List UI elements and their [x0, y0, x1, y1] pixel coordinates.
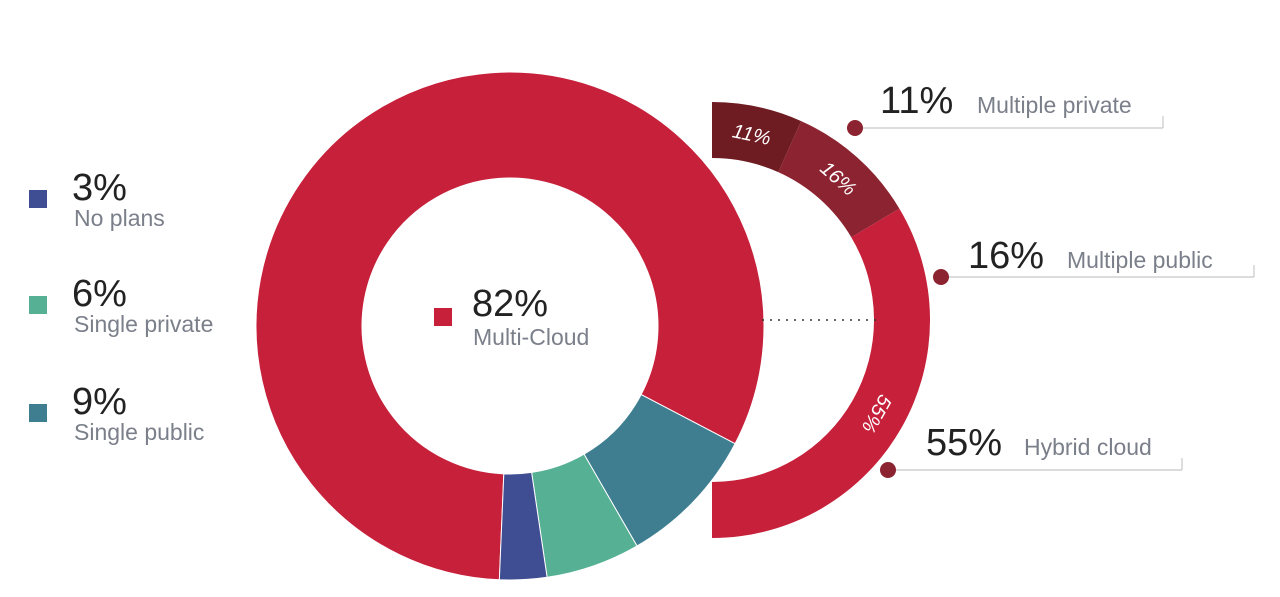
ring-segment-hybrid-cloud	[712, 208, 931, 538]
ring-segment-multiple-private	[712, 101, 802, 173]
legend-swatch-no-plans	[29, 190, 47, 208]
legend-label-single-private: Single private	[74, 311, 213, 337]
donut-slice-multi-cloud	[255, 71, 765, 581]
legend-swatch-single-private	[29, 296, 47, 314]
callout-value-multiple-public: 16%	[968, 235, 1044, 277]
donut-slice-no-plans	[498, 471, 548, 581]
callout-dot-multiple-public	[933, 269, 949, 285]
callout-label-multiple-private: Multiple private	[977, 92, 1132, 118]
callout-dot-hybrid-cloud	[880, 462, 896, 478]
callout-label-multiple-public: Multiple public	[1067, 247, 1213, 273]
callout-value-hybrid-cloud: 55%	[926, 422, 1002, 464]
center-label-multi-cloud: Multi-Cloud	[473, 324, 589, 350]
legend-label-no-plans: No plans	[74, 205, 165, 231]
center-value-multi-cloud: 82%	[472, 283, 548, 325]
legend-value-no-plans: 3%	[72, 167, 127, 209]
legend-value-single-public: 9%	[72, 381, 127, 423]
callout-dot-multiple-private	[847, 120, 863, 136]
donut-chart	[255, 71, 765, 581]
ring-segment-multiple-public	[778, 121, 900, 238]
callout-label-hybrid-cloud: Hybrid cloud	[1024, 434, 1152, 460]
legend-value-single-private: 6%	[72, 273, 127, 315]
legend-label-single-public: Single public	[74, 419, 204, 445]
center-swatch-multi-cloud	[434, 308, 452, 326]
legend-swatch-single-public	[29, 404, 47, 422]
callout-value-multiple-private: 11%	[880, 80, 953, 122]
breakdown-ring	[712, 101, 931, 538]
